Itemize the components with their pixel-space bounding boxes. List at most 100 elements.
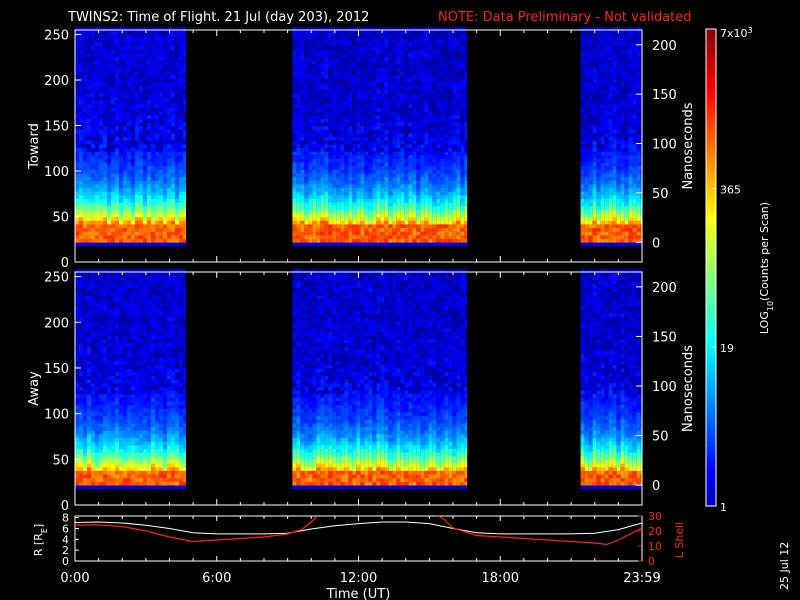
spectrogram-cell [380, 176, 385, 181]
spectrogram-cell [344, 107, 349, 112]
spectrogram-cell [356, 63, 361, 68]
spectrogram-cell [388, 125, 393, 130]
spectrogram-cell [356, 96, 361, 101]
spectrogram-cell [135, 103, 139, 108]
spectrogram-cell [608, 234, 613, 239]
spectrogram-cell [584, 140, 589, 145]
spectrogram-cell [155, 63, 159, 68]
spectrogram-cell [352, 129, 357, 134]
spectrogram-cell [151, 103, 155, 108]
spectrogram-cell [79, 216, 83, 221]
spectrogram-cell [608, 118, 613, 123]
spectrogram-cell [380, 151, 385, 156]
spectrogram-cell [163, 70, 167, 76]
spectrogram-cell [436, 81, 441, 87]
spectrogram-cell [91, 34, 95, 39]
spectrogram-cell [456, 74, 461, 79]
spectrogram-cell [340, 78, 345, 83]
spectrogram-cell [420, 136, 425, 141]
spectrogram-cell [296, 172, 301, 178]
spectrogram-cell [356, 191, 361, 196]
spectrogram-cell [91, 45, 95, 50]
spectrogram-cell [179, 183, 183, 189]
spectrogram-cell [171, 49, 175, 54]
spectrogram-cell [420, 202, 425, 207]
spectrogram-cell [135, 140, 139, 145]
spectrogram-cell [304, 158, 309, 163]
spectrogram-cell [588, 56, 593, 61]
spectrogram-cell [616, 41, 621, 47]
spectrogram-cell [304, 238, 309, 243]
spectrogram-cell [396, 161, 401, 167]
spectrogram-cell [312, 92, 317, 98]
spectrogram-cell [292, 45, 297, 50]
spectrogram-cell [304, 78, 309, 83]
spectrogram-cell [344, 169, 349, 174]
spectrogram-cell [324, 202, 329, 207]
spectrogram-cell [143, 67, 147, 72]
spectrogram-cell [151, 96, 155, 101]
spectrogram-cell [440, 74, 445, 79]
spectrogram-cell [392, 49, 397, 54]
spectrogram-cell [456, 169, 461, 174]
spectrogram-cell [320, 81, 325, 87]
spectrogram-cell [135, 223, 139, 229]
spectrogram-cell [344, 220, 349, 225]
spectrogram-cell [404, 34, 409, 39]
spectrogram-cell [432, 132, 437, 138]
spectrogram-cell [360, 172, 365, 178]
spectrogram-cell [620, 238, 625, 243]
spectrogram-cell [404, 41, 409, 47]
spectrogram-cell [332, 172, 337, 178]
spectrogram-cell [143, 234, 147, 239]
spectrogram-cell [147, 70, 151, 76]
spectrogram-cell [87, 212, 91, 218]
spectrogram-cell [79, 165, 83, 170]
spectrogram-cell [336, 111, 341, 116]
spectrogram-cell [107, 45, 111, 50]
spectrogram-cell [95, 96, 99, 101]
spectrogram-cell [340, 74, 345, 79]
spectrogram-cell [588, 172, 593, 178]
spectrogram-cell [360, 143, 365, 148]
spectrogram-cell [304, 205, 309, 210]
spectrogram-cell [360, 202, 365, 207]
spectrogram-cell [420, 234, 425, 239]
spectrogram-cell [344, 154, 349, 159]
spectrogram-cell [155, 202, 159, 207]
spectrogram-cell [584, 70, 589, 76]
spectrogram-cell [91, 223, 95, 229]
spectrogram-cell [87, 216, 91, 221]
spectrogram-cell [312, 49, 317, 54]
spectrogram-cell [111, 212, 115, 218]
spectrogram-cell [91, 158, 95, 163]
spectrogram-cell [608, 30, 613, 36]
spectrogram-cell [416, 132, 421, 138]
spectrogram-cell [336, 180, 341, 185]
spectrogram-cell [91, 172, 95, 178]
spectrogram-cell [580, 89, 585, 94]
spectrogram-cell [600, 92, 605, 98]
spectrogram-cell [580, 220, 585, 225]
spectrogram-cell [159, 140, 163, 145]
spectrogram-cell [115, 191, 119, 196]
spectrogram-cell [91, 238, 95, 243]
spectrogram-cell [308, 183, 313, 189]
spectrogram-cell [91, 60, 95, 65]
spectrogram-cell [292, 165, 297, 170]
spectrogram-cell [304, 70, 309, 76]
spectrogram-cell [372, 191, 377, 196]
spectrogram-cell [167, 212, 171, 218]
spectrogram-cell [408, 114, 413, 119]
spectrogram-cell [464, 223, 468, 229]
spectrogram-cell [99, 85, 103, 90]
spectrogram-cell [592, 81, 597, 87]
spectrogram-cell [340, 30, 345, 36]
spectrogram-cell [440, 187, 445, 192]
spectrogram-cell [432, 107, 437, 112]
spectrogram-cell [388, 198, 393, 203]
spectrogram-cell [83, 92, 87, 98]
spectrogram-cell [99, 27, 103, 32]
spectrogram-cell [384, 121, 389, 127]
spectrogram-cell [163, 100, 167, 105]
